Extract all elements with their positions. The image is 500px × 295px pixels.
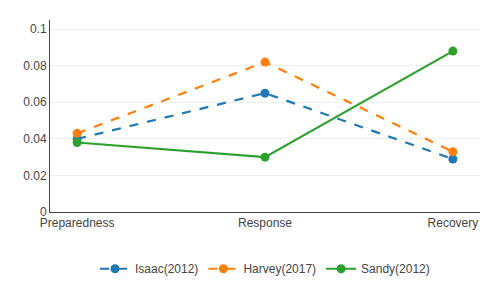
svg-text:0.06: 0.06 bbox=[23, 95, 47, 109]
svg-text:0.1: 0.1 bbox=[30, 22, 47, 36]
svg-text:Response: Response bbox=[238, 216, 292, 230]
svg-text:0: 0 bbox=[40, 205, 47, 219]
svg-text:Recovery: Recovery bbox=[428, 216, 479, 230]
svg-text:0.08: 0.08 bbox=[23, 59, 47, 73]
svg-text:Isaac(2012): Isaac(2012) bbox=[135, 262, 198, 276]
svg-text:Preparedness: Preparedness bbox=[40, 216, 115, 230]
svg-text:Sandy(2012): Sandy(2012) bbox=[361, 262, 430, 276]
svg-text:Harvey(2017): Harvey(2017) bbox=[243, 262, 316, 276]
svg-text:0.04: 0.04 bbox=[23, 132, 47, 146]
svg-text:0.02: 0.02 bbox=[23, 169, 47, 183]
